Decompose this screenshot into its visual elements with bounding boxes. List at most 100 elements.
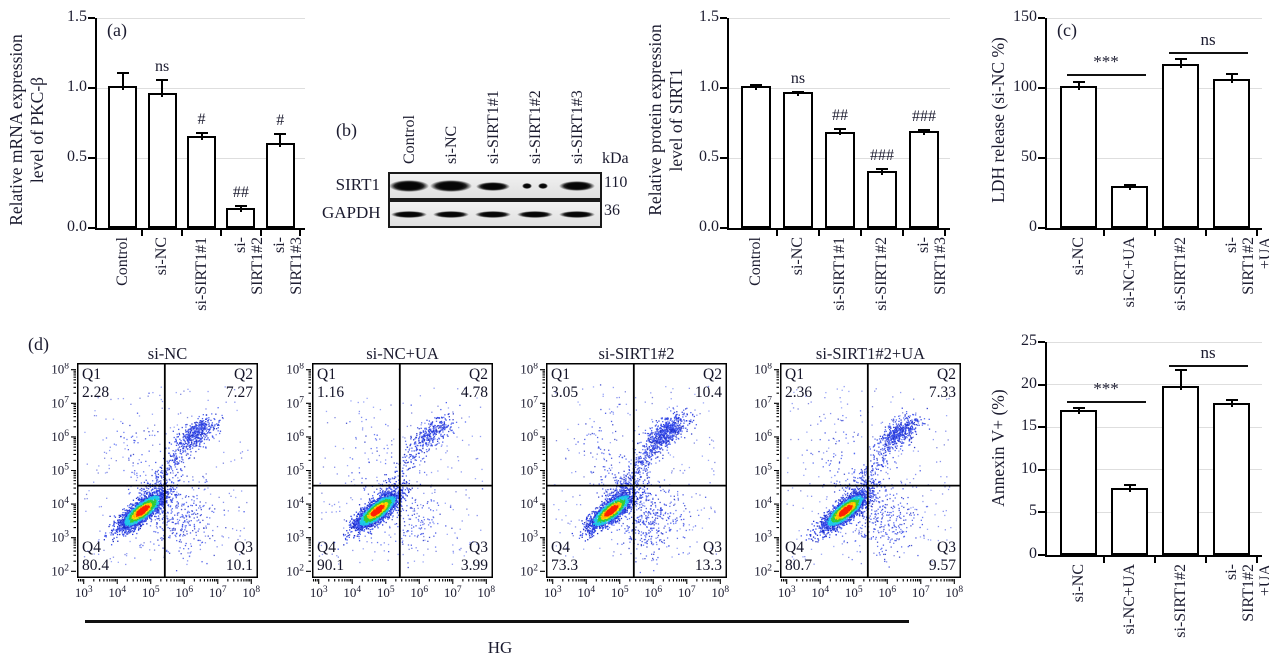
flow-title: si-SIRT1#2 bbox=[598, 344, 675, 363]
significance-annotation: ### bbox=[912, 108, 936, 125]
x-axis-tick bbox=[944, 228, 946, 236]
bar bbox=[908, 130, 940, 228]
blot-lane-label: si-SIRT1#1 bbox=[485, 90, 502, 164]
x-axis-tick bbox=[1154, 228, 1156, 236]
bar bbox=[740, 86, 772, 228]
y-axis-tick bbox=[1038, 383, 1045, 386]
error-bar bbox=[1077, 407, 1080, 414]
quadrant-q2-value: 7.33 bbox=[928, 384, 956, 401]
bar bbox=[147, 93, 177, 228]
y-tick-label: 0 bbox=[1029, 545, 1037, 562]
y-axis-tick bbox=[1038, 341, 1045, 343]
bar bbox=[824, 131, 856, 228]
error-bar bbox=[161, 79, 164, 97]
chart-ldh-plot-area: 0 50 100 150 si-NC si-NC+UA si-SIRT1#2 si-SIRT1… bbox=[1013, 8, 1269, 311]
blot-band bbox=[517, 210, 553, 218]
quadrant-q3-label: Q3 bbox=[469, 539, 488, 556]
blot-band bbox=[389, 180, 429, 192]
blot-band bbox=[559, 181, 595, 191]
hg-group-label: HG bbox=[487, 638, 513, 657]
significance-line bbox=[1168, 52, 1248, 54]
quadrant-q3-label: Q3 bbox=[703, 539, 722, 556]
x-tick-label: si-SIRT1#3 bbox=[915, 237, 949, 295]
quadrant-q3-label: Q3 bbox=[937, 539, 956, 556]
y-tick-label: 20 bbox=[1021, 374, 1037, 392]
panel-c-label: (c) bbox=[1057, 20, 1077, 40]
y-axis-tick bbox=[1038, 87, 1045, 89]
y-axis-tick bbox=[1038, 426, 1045, 429]
x-tick-label: si-SIRT1#3 bbox=[271, 237, 306, 295]
blot-band bbox=[433, 210, 469, 218]
x-tick-label: si-SIRT1#2 bbox=[231, 237, 266, 295]
quadrant-q4-value: 73.3 bbox=[551, 557, 579, 574]
y-tick-label: 1.0 bbox=[699, 78, 719, 95]
y-axis-tick bbox=[1038, 157, 1045, 159]
gridline bbox=[97, 17, 305, 19]
blot-kda-value: 110 bbox=[604, 174, 628, 191]
gridline bbox=[1047, 469, 1262, 471]
significance-annotation: # bbox=[276, 112, 285, 130]
bar bbox=[1162, 63, 1199, 228]
quadrant-q3-value: 13.3 bbox=[694, 557, 722, 574]
gridline bbox=[1047, 341, 1262, 343]
flow-plot-si-sirt1-2-ua: si-SIRT1#2+UA Q1 2.36 Q2 7.33 Q4 80.7 Q3 9.57 bbox=[735, 344, 976, 606]
quadrant-q4-value: 90.1 bbox=[317, 557, 345, 574]
flow-scatter-canvas bbox=[32, 363, 273, 606]
blot-band bbox=[559, 210, 595, 218]
quadrant-q2-value: 10.4 bbox=[694, 384, 722, 401]
x-axis-tick bbox=[259, 228, 262, 236]
y-tick-label: 25 bbox=[1021, 332, 1037, 349]
x-tick-label: si-NC+UA bbox=[1120, 564, 1138, 635]
y-axis-tick bbox=[1038, 227, 1045, 229]
x-tick-label: si-NC bbox=[789, 237, 806, 276]
x-tick-label: si-SIRT1#2 +UA bbox=[1222, 564, 1269, 622]
quadrant-q3-value: 10.1 bbox=[225, 557, 253, 574]
x-axis-tick bbox=[1256, 228, 1258, 236]
hg-group-line bbox=[85, 620, 909, 623]
x-axis-tick bbox=[860, 228, 862, 236]
flow-title: si-NC+UA bbox=[366, 344, 439, 363]
chart-annexin-ylabel: Annexin V+ (%) bbox=[988, 389, 1008, 507]
blot-protein-label: GAPDH bbox=[322, 203, 381, 222]
bar bbox=[1213, 403, 1250, 555]
significance-label: *** bbox=[1093, 378, 1119, 398]
chart-protein-ylabel-line1: Relative protein expression bbox=[645, 24, 665, 216]
y-tick-label: 1.0 bbox=[67, 78, 87, 95]
bar bbox=[782, 92, 814, 228]
error-bar bbox=[1179, 58, 1182, 68]
error-bar bbox=[1179, 370, 1182, 390]
error-bar-cap bbox=[1174, 57, 1187, 60]
x-tick-label: si-SIRT1#1 bbox=[192, 237, 210, 311]
quadrant-q1-label: Q1 bbox=[82, 366, 101, 383]
bar bbox=[1162, 386, 1199, 555]
error-bar bbox=[881, 168, 883, 176]
significance-line bbox=[1066, 74, 1146, 77]
panel-d-label: (d) bbox=[28, 334, 49, 354]
quadrant-q3-value: 3.99 bbox=[460, 557, 488, 574]
bar bbox=[1111, 186, 1148, 228]
error-bar bbox=[200, 132, 203, 141]
error-bar-cap bbox=[1225, 73, 1238, 75]
x-axis-tick bbox=[1103, 228, 1105, 236]
panel-b-label: (b) bbox=[336, 120, 357, 140]
y-axis-tick bbox=[720, 157, 727, 159]
quadrant-q1-label: Q1 bbox=[317, 366, 336, 383]
y-axis-tick bbox=[88, 157, 95, 159]
y-axis-tick bbox=[1038, 511, 1045, 514]
error-bar bbox=[797, 91, 799, 97]
blot-band bbox=[476, 181, 510, 191]
quadrant-q2-value: 7.27 bbox=[225, 384, 253, 401]
quadrant-q1-value: 2.36 bbox=[785, 384, 813, 401]
error-bar bbox=[1230, 399, 1233, 408]
error-bar bbox=[279, 134, 282, 148]
quadrant-q2-label: Q2 bbox=[937, 366, 956, 383]
y-tick-label: 0.5 bbox=[67, 148, 87, 165]
error-bar bbox=[839, 129, 841, 136]
y-axis-tick bbox=[1038, 554, 1045, 556]
y-tick-label: 15 bbox=[1021, 417, 1037, 435]
chart-protein-plot-area: 0.0 0.5 1.0 1.5 Control ns si-NC ## si-SIRT1#1 ##… bbox=[699, 8, 950, 311]
quadrant-q1-label: Q1 bbox=[785, 366, 804, 383]
error-bar-cap bbox=[876, 167, 888, 170]
significance-annotation: # bbox=[197, 110, 206, 128]
y-axis-tick bbox=[1038, 468, 1045, 471]
